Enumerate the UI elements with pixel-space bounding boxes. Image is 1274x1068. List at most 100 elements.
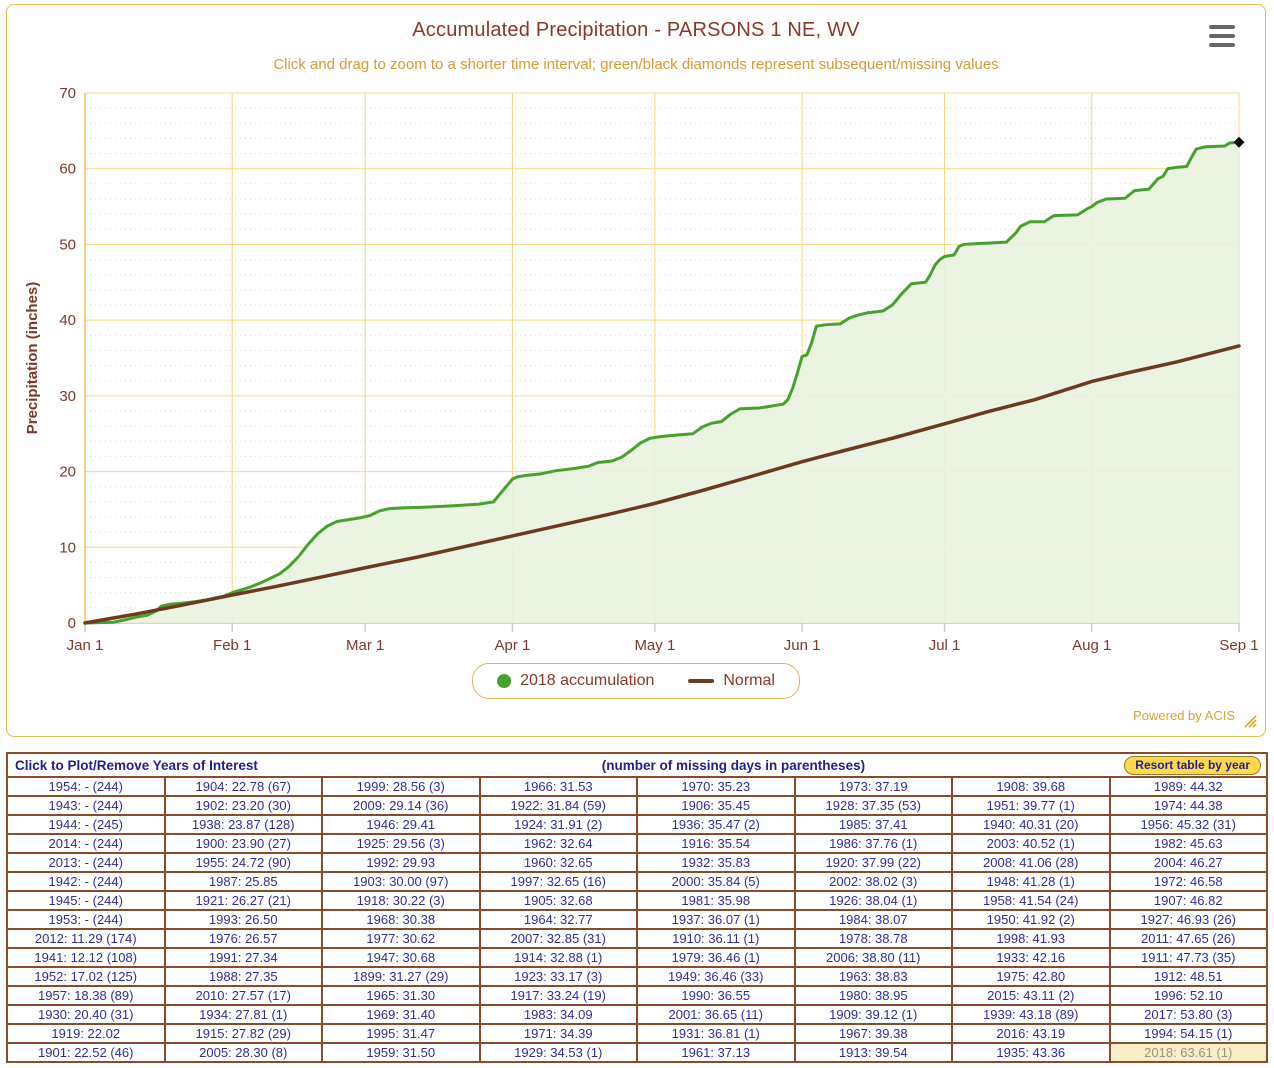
year-value-cell[interactable]: 1944: - (245) — [6, 814, 166, 835]
year-value-cell[interactable]: 2008: 41.06 (28) — [951, 852, 1111, 873]
year-value-cell[interactable]: 1978: 38.78 — [793, 928, 953, 949]
year-value-cell[interactable]: 1913: 39.54 — [793, 1042, 953, 1063]
year-value-cell[interactable]: 1907: 46.82 — [1108, 890, 1268, 911]
year-value-cell[interactable]: 1975: 42.80 — [951, 966, 1111, 987]
year-value-cell[interactable]: 2001: 36.65 (11) — [636, 1004, 796, 1025]
year-value-cell[interactable]: 1986: 37.76 (1) — [793, 833, 953, 854]
year-value-cell[interactable]: 2006: 38.80 (11) — [793, 947, 953, 968]
year-value-cell[interactable]: 1968: 30.38 — [321, 909, 481, 930]
year-value-cell[interactable]: 1966: 31.53 — [478, 776, 638, 797]
year-value-cell[interactable]: 2010: 27.57 (17) — [163, 985, 323, 1006]
year-value-cell[interactable]: 1905: 32.68 — [478, 890, 638, 911]
year-value-cell[interactable]: 2007: 32.85 (31) — [478, 928, 638, 949]
year-value-cell[interactable]: 1958: 41.54 (24) — [951, 890, 1111, 911]
year-value-cell[interactable]: 1963: 38.83 — [793, 966, 953, 987]
year-value-cell[interactable]: 1940: 40.31 (20) — [951, 814, 1111, 835]
year-value-cell[interactable]: 1924: 31.91 (2) — [478, 814, 638, 835]
year-value-cell[interactable]: 1984: 38.07 — [793, 909, 953, 930]
year-value-cell[interactable]: 1992: 29.93 — [321, 852, 481, 873]
year-value-cell[interactable]: 1981: 35.98 — [636, 890, 796, 911]
year-value-cell[interactable]: 1973: 37.19 — [793, 776, 953, 797]
year-value-cell[interactable]: 1930: 20.40 (31) — [6, 1004, 166, 1025]
year-value-cell[interactable]: 1936: 35.47 (2) — [636, 814, 796, 835]
year-value-cell[interactable]: 1933: 42.16 — [951, 947, 1111, 968]
year-value-cell[interactable]: 1995: 31.47 — [321, 1023, 481, 1044]
year-value-cell[interactable]: 1929: 34.53 (1) — [478, 1042, 638, 1063]
year-value-cell[interactable]: 1953: - (244) — [6, 909, 166, 930]
year-value-cell[interactable]: 1988: 27.35 — [163, 966, 323, 987]
year-value-cell[interactable]: 2016: 43.19 — [951, 1023, 1111, 1044]
year-value-cell[interactable]: 1959: 31.50 — [321, 1042, 481, 1063]
year-value-cell[interactable]: 1969: 31.40 — [321, 1004, 481, 1025]
year-value-cell[interactable]: 1914: 32.88 (1) — [478, 947, 638, 968]
year-value-cell[interactable]: 1926: 38.04 (1) — [793, 890, 953, 911]
year-value-cell[interactable]: 1991: 27.34 — [163, 947, 323, 968]
year-value-cell[interactable]: 2018: 63.61 (1) — [1108, 1042, 1268, 1063]
year-value-cell[interactable]: 1993: 26.50 — [163, 909, 323, 930]
year-value-cell[interactable]: 1900: 23.90 (27) — [163, 833, 323, 854]
year-value-cell[interactable]: 1920: 37.99 (22) — [793, 852, 953, 873]
year-value-cell[interactable]: 1964: 32.77 — [478, 909, 638, 930]
year-value-cell[interactable]: 1937: 36.07 (1) — [636, 909, 796, 930]
year-value-cell[interactable]: 1985: 37.41 — [793, 814, 953, 835]
year-value-cell[interactable]: 1908: 39.68 — [951, 776, 1111, 797]
year-value-cell[interactable]: 1943: - (244) — [6, 795, 166, 816]
year-value-cell[interactable]: 1931: 36.81 (1) — [636, 1023, 796, 1044]
year-value-cell[interactable]: 1977: 30.62 — [321, 928, 481, 949]
year-value-cell[interactable]: 1899: 31.27 (29) — [321, 966, 481, 987]
year-value-cell[interactable]: 1915: 27.82 (29) — [163, 1023, 323, 1044]
year-value-cell[interactable]: 2013: - (244) — [6, 852, 166, 873]
resort-table-button[interactable]: Resort table by year — [1124, 756, 1261, 775]
year-value-cell[interactable]: 1946: 29.41 — [321, 814, 481, 835]
year-value-cell[interactable]: 1916: 35.54 — [636, 833, 796, 854]
year-value-cell[interactable]: 1979: 36.46 (1) — [636, 947, 796, 968]
year-value-cell[interactable]: 1983: 34.09 — [478, 1004, 638, 1025]
year-value-cell[interactable]: 1949: 36.46 (33) — [636, 966, 796, 987]
year-value-cell[interactable]: 1909: 39.12 (1) — [793, 1004, 953, 1025]
year-value-cell[interactable]: 1962: 32.64 — [478, 833, 638, 854]
year-value-cell[interactable]: 1996: 52.10 — [1108, 985, 1268, 1006]
year-value-cell[interactable]: 1948: 41.28 (1) — [951, 871, 1111, 892]
year-value-cell[interactable]: 1903: 30.00 (97) — [321, 871, 481, 892]
year-value-cell[interactable]: 2009: 29.14 (36) — [321, 795, 481, 816]
year-value-cell[interactable]: 2015: 43.11 (2) — [951, 985, 1111, 1006]
legend-item-accumulation[interactable]: 2018 accumulation — [497, 672, 654, 690]
year-value-cell[interactable]: 1952: 17.02 (125) — [6, 966, 166, 987]
year-value-cell[interactable]: 1989: 44.32 — [1108, 776, 1268, 797]
year-value-cell[interactable]: 1941: 12.12 (108) — [6, 947, 166, 968]
resize-handle-icon[interactable] — [1244, 715, 1257, 728]
year-value-cell[interactable]: 1987: 25.85 — [163, 871, 323, 892]
year-value-cell[interactable]: 1961: 37.13 — [636, 1042, 796, 1063]
year-value-cell[interactable]: 1939: 43.18 (89) — [951, 1004, 1111, 1025]
year-value-cell[interactable]: 1974: 44.38 — [1108, 795, 1268, 816]
year-value-cell[interactable]: 1945: - (244) — [6, 890, 166, 911]
year-value-cell[interactable]: 1932: 35.83 — [636, 852, 796, 873]
year-value-cell[interactable]: 1955: 24.72 (90) — [163, 852, 323, 873]
year-value-cell[interactable]: 1997: 32.65 (16) — [478, 871, 638, 892]
year-value-cell[interactable]: 1938: 23.87 (128) — [163, 814, 323, 835]
year-value-cell[interactable]: 1934: 27.81 (1) — [163, 1004, 323, 1025]
year-value-cell[interactable]: 1980: 38.95 — [793, 985, 953, 1006]
year-value-cell[interactable]: 1925: 29.56 (3) — [321, 833, 481, 854]
year-value-cell[interactable]: 1957: 18.38 (89) — [6, 985, 166, 1006]
year-value-cell[interactable]: 1919: 22.02 — [6, 1023, 166, 1044]
year-value-cell[interactable]: 2004: 46.27 — [1108, 852, 1268, 873]
year-value-cell[interactable]: 2000: 35.84 (5) — [636, 871, 796, 892]
year-value-cell[interactable]: 1911: 47.73 (35) — [1108, 947, 1268, 968]
powered-by-acis-link[interactable]: Powered by ACIS — [1133, 708, 1235, 723]
year-value-cell[interactable]: 1917: 33.24 (19) — [478, 985, 638, 1006]
year-value-cell[interactable]: 1921: 26.27 (21) — [163, 890, 323, 911]
year-value-cell[interactable]: 1906: 35.45 — [636, 795, 796, 816]
year-value-cell[interactable]: 1947: 30.68 — [321, 947, 481, 968]
year-value-cell[interactable]: 1956: 45.32 (31) — [1108, 814, 1268, 835]
year-value-cell[interactable]: 2011: 47.65 (26) — [1108, 928, 1268, 949]
year-value-cell[interactable]: 1902: 23.20 (30) — [163, 795, 323, 816]
year-value-cell[interactable]: 1942: - (244) — [6, 871, 166, 892]
year-value-cell[interactable]: 1910: 36.11 (1) — [636, 928, 796, 949]
year-value-cell[interactable]: 1976: 26.57 — [163, 928, 323, 949]
year-value-cell[interactable]: 1971: 34.39 — [478, 1023, 638, 1044]
year-value-cell[interactable]: 1950: 41.92 (2) — [951, 909, 1111, 930]
year-value-cell[interactable]: 1954: - (244) — [6, 776, 166, 797]
year-value-cell[interactable]: 1904: 22.78 (67) — [163, 776, 323, 797]
year-value-cell[interactable]: 1999: 28.56 (3) — [321, 776, 481, 797]
